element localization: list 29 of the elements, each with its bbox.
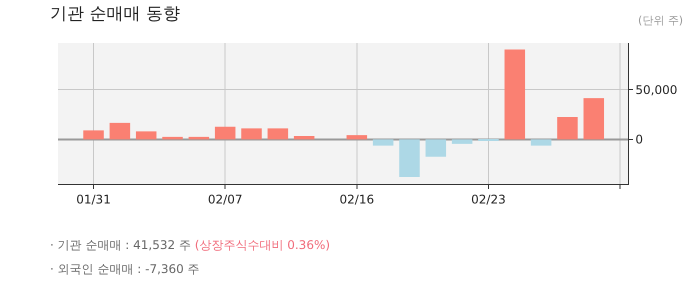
x-tick-label: 02/16 <box>340 192 374 206</box>
bar <box>452 139 472 144</box>
x-tick-label: 01/31 <box>76 192 111 206</box>
bar <box>136 131 156 140</box>
bar <box>294 136 314 140</box>
bar <box>188 136 210 140</box>
bar <box>557 116 578 140</box>
text: (단위 주) <box>638 14 684 27</box>
bar <box>241 128 262 140</box>
bar <box>530 139 552 146</box>
bar <box>268 128 288 140</box>
bar <box>83 130 104 140</box>
bar <box>346 135 368 140</box>
bar <box>214 126 236 140</box>
text: · 기관 순매매 : 41,532 주 <box>50 238 191 252</box>
text: · 외국인 순매매 : -7,360 주 <box>50 262 200 276</box>
bar <box>110 122 130 140</box>
bar <box>504 49 526 140</box>
text: (상장주식수대비 0.36%) <box>194 238 330 252</box>
x-tick-label: 02/07 <box>208 192 242 206</box>
bar <box>584 98 604 140</box>
chart-title: 기관 순매매 동향 <box>50 4 180 24</box>
bar <box>426 139 446 157</box>
y-tick-label: 50,000 <box>635 82 678 97</box>
bar <box>162 136 183 140</box>
x-tick-label: 02/23 <box>471 192 506 206</box>
bar <box>372 139 394 146</box>
y-tick-label: 0 <box>635 132 644 147</box>
bar <box>399 139 420 178</box>
